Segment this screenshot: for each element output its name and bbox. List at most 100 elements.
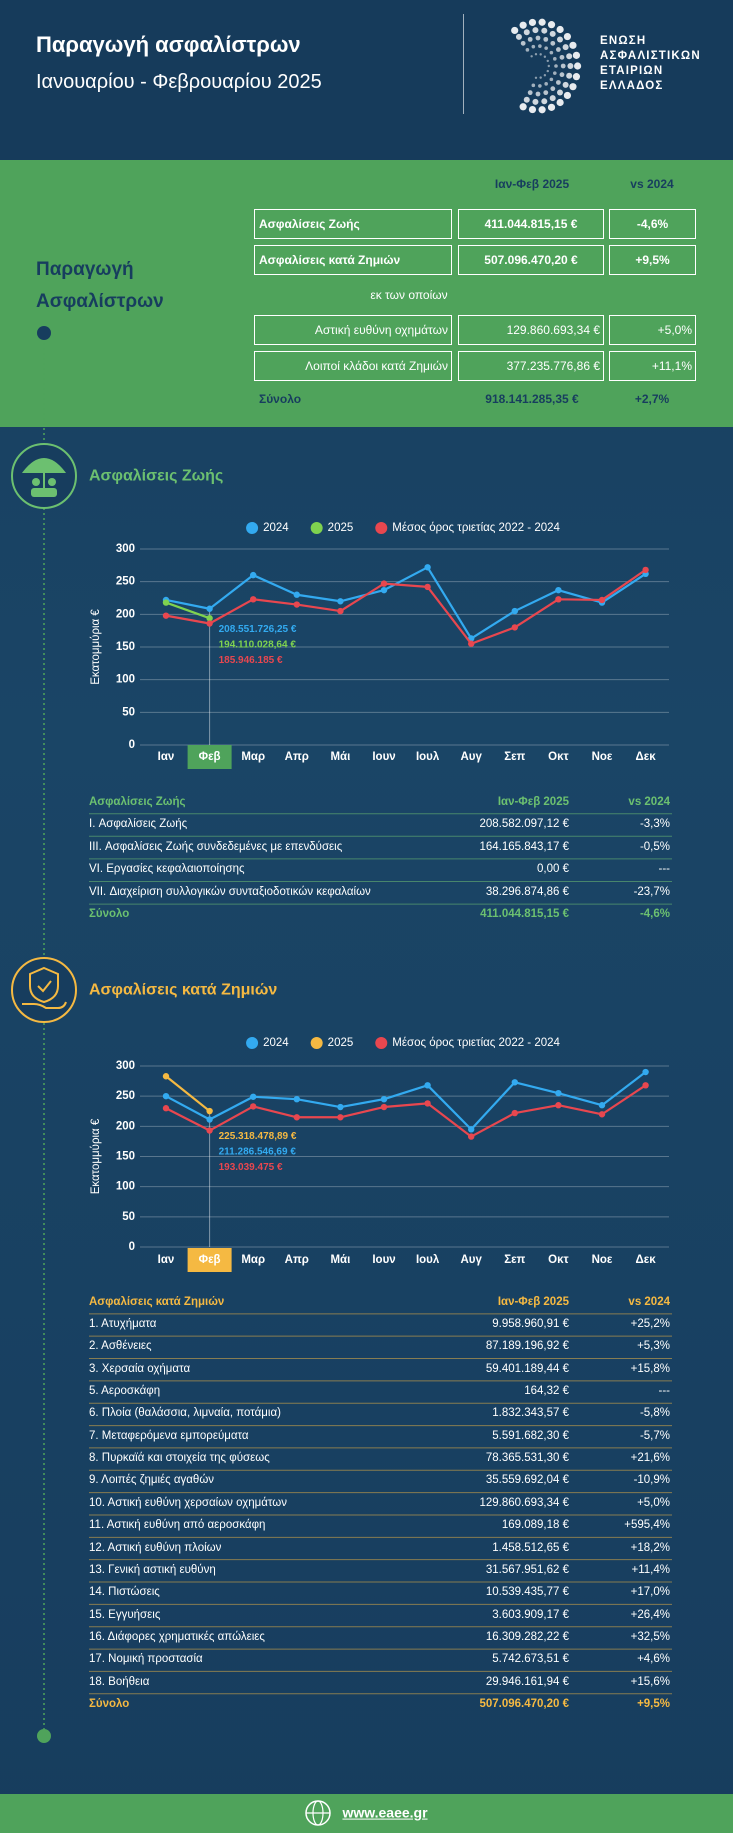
summary-box bbox=[254, 245, 452, 275]
legend-label: 2025 bbox=[328, 522, 354, 534]
data-point bbox=[380, 580, 388, 587]
legend: 2024 2025 Μέσος όρος τριετίας 2022 - 2024 bbox=[246, 522, 561, 534]
summary-box bbox=[254, 315, 452, 345]
summary-box bbox=[609, 315, 696, 345]
footer-link[interactable]: www.eaee.gr bbox=[342, 1804, 428, 1821]
value-label: 225.318.478,89 € bbox=[219, 1131, 297, 1142]
data-point bbox=[162, 612, 170, 619]
logo-dot bbox=[543, 90, 549, 96]
table-value: 0,00 € bbox=[537, 863, 569, 876]
table-label: 5. Αεροσκάφη bbox=[89, 1385, 161, 1398]
data-point bbox=[511, 607, 518, 615]
summary-panel bbox=[0, 160, 733, 427]
logo-dot bbox=[532, 27, 539, 34]
logo-dot bbox=[519, 103, 527, 111]
table-label: I. Ασφαλίσεις Ζωής bbox=[89, 818, 188, 831]
table-value: 59.401.189,44 € bbox=[485, 1362, 569, 1375]
x-tick-label: Μαρ bbox=[241, 1254, 265, 1266]
subrow-value: +11,1% bbox=[651, 358, 692, 373]
logo-dot bbox=[520, 40, 526, 46]
data-point bbox=[206, 1127, 213, 1134]
logo-dot bbox=[543, 55, 547, 58]
x-tick-label: Οκτ bbox=[548, 751, 569, 763]
logo-dot bbox=[531, 83, 536, 88]
logo-dot bbox=[569, 83, 577, 91]
table-value: 169.089,18 € bbox=[501, 1519, 569, 1532]
table-label: 16. Διάφορες χρηματικές απώλειες bbox=[89, 1630, 265, 1643]
table-pct: +4,6% bbox=[637, 1653, 670, 1666]
data-point bbox=[642, 1068, 649, 1076]
timeline-dot bbox=[37, 326, 51, 340]
y-tick-label: 200 bbox=[116, 1120, 135, 1132]
table-pct: -5,7% bbox=[639, 1429, 670, 1442]
data-point bbox=[337, 1114, 344, 1121]
logo-dot bbox=[547, 103, 556, 111]
y-tick-label: 200 bbox=[116, 608, 135, 620]
logo-dot bbox=[567, 63, 574, 69]
table-label: 13. Γενική αστική ευθύνη bbox=[89, 1563, 216, 1576]
logo-dot bbox=[535, 91, 541, 97]
x-tick-label: Μαρ bbox=[241, 751, 265, 763]
logo-dot bbox=[523, 96, 530, 103]
summary-box bbox=[458, 209, 604, 239]
row-label: Ασφαλίσεις κατά Ζημιών bbox=[259, 252, 401, 267]
x-tick-label: Φεβ bbox=[199, 751, 221, 763]
logo-dot bbox=[531, 44, 536, 49]
table-pct: +595,4% bbox=[624, 1519, 670, 1532]
data-point bbox=[162, 1092, 170, 1100]
table-label: 15. Εγγυήσεις bbox=[89, 1608, 161, 1621]
data-point bbox=[424, 564, 431, 571]
logo-dot bbox=[532, 98, 539, 105]
x-tick-label: Μάι bbox=[330, 751, 350, 763]
x-tick-label: Αυγ bbox=[460, 1254, 482, 1266]
y-tick-label: 50 bbox=[122, 706, 135, 718]
y-tick-label: 100 bbox=[116, 1181, 135, 1193]
data-point bbox=[511, 624, 518, 631]
summary-box bbox=[609, 351, 696, 381]
data-point bbox=[511, 1109, 518, 1117]
table-pct: +21,6% bbox=[630, 1452, 670, 1465]
data-point bbox=[293, 591, 300, 598]
data-point bbox=[162, 1073, 170, 1080]
table-pct: +26,4% bbox=[630, 1608, 670, 1621]
logo-dot bbox=[566, 53, 573, 60]
logo-dot bbox=[559, 72, 565, 78]
summary-box bbox=[254, 351, 452, 381]
header-title: Παραγωγή ασφαλίστρων bbox=[36, 31, 301, 57]
logo-dot bbox=[574, 62, 582, 70]
data-point bbox=[642, 1082, 649, 1089]
x-tick-label: Σεπ bbox=[504, 751, 525, 763]
legend-swatch bbox=[310, 1037, 323, 1049]
footer-band bbox=[0, 1794, 733, 1833]
x-tick-label: Δεκ bbox=[636, 751, 657, 763]
table-value: 10.539.435,77 € bbox=[485, 1586, 569, 1599]
logo-dot bbox=[534, 53, 538, 56]
data-point bbox=[424, 583, 431, 591]
table-pct: -5,8% bbox=[639, 1407, 670, 1420]
logo-dot bbox=[549, 30, 556, 37]
logo-dot bbox=[543, 36, 549, 42]
table-pct: +11,4% bbox=[631, 1563, 670, 1576]
table-pct: +32,5% bbox=[630, 1630, 670, 1643]
logo-dot bbox=[525, 48, 530, 52]
table-pct: +5,3% bbox=[637, 1340, 670, 1353]
logo-dot bbox=[556, 89, 563, 96]
logo-dot bbox=[555, 47, 561, 52]
legend-label: 2024 bbox=[263, 1037, 289, 1049]
logo-dot bbox=[535, 35, 541, 41]
series-line bbox=[165, 566, 647, 640]
logo-dot bbox=[515, 33, 522, 40]
y-tick-label: 300 bbox=[116, 543, 135, 555]
y-tick-label: 50 bbox=[122, 1211, 135, 1223]
logo-dot bbox=[534, 76, 538, 79]
series-line bbox=[165, 1075, 211, 1112]
table-label: 7. Μεταφερόμενα εμπορεύματα bbox=[89, 1429, 249, 1442]
table-pct: +9,5% bbox=[637, 1698, 670, 1711]
section-title: Ασφαλίσεις κατά Ζημιών bbox=[89, 981, 278, 999]
logo-dot bbox=[539, 76, 542, 79]
row-value: +9,5% bbox=[635, 252, 670, 267]
logo-dot bbox=[550, 40, 556, 46]
table-value: 164.165.843,17 € bbox=[479, 840, 569, 853]
logo-dot bbox=[538, 84, 542, 88]
logo-dot bbox=[519, 21, 527, 29]
